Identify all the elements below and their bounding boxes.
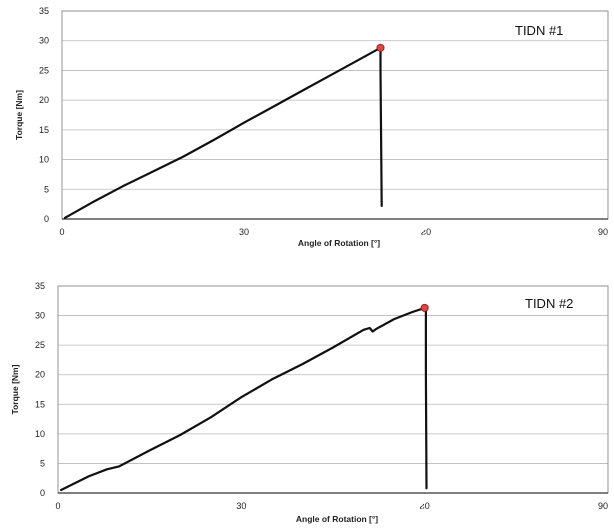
y-tick-label: 35 xyxy=(35,281,45,291)
x-axis-title-panel-2: Angle of Rotation [°] xyxy=(296,514,378,524)
x-tick-label: 30 xyxy=(239,227,249,237)
y-tick-labels-panel-1: 0 5 10 15 20 25 30 35 xyxy=(39,6,49,224)
y-tick-label: 30 xyxy=(35,311,45,321)
y-tick-label: 10 xyxy=(35,429,45,439)
y-tick-label: 20 xyxy=(35,370,45,380)
series-group-panel-1 xyxy=(63,43,385,219)
panel-label-1: TIDN #1 xyxy=(515,23,563,38)
y-tick-label: 30 xyxy=(39,36,49,46)
y-tick-label: 0 xyxy=(40,488,45,498)
x-tick-label: 90 xyxy=(598,227,608,237)
chart-panel-2: 0 5 10 15 20 25 30 35 0 30 ሪ0 90 Angle of Rotation… xyxy=(10,281,609,524)
y-tick-label: 35 xyxy=(39,6,49,16)
chart-panel-1: 0 5 10 15 20 25 30 35 0 30 ሪ0 90 Angle of Rotation… xyxy=(14,6,609,248)
y-tick-labels-panel-2: 0 5 10 15 20 25 30 35 xyxy=(35,281,45,498)
y-tick-label: 25 xyxy=(39,65,49,75)
y-axis-title-panel-1: Torque [Nm] xyxy=(14,90,24,140)
x-axis-title-panel-1: Angle of Rotation [°] xyxy=(298,238,380,248)
series-group-panel-2 xyxy=(59,303,429,492)
y-tick-label: 5 xyxy=(44,184,49,194)
x-tick-label: ሪ0 xyxy=(421,227,431,237)
y-axis-title-panel-2: Torque [Nm] xyxy=(10,364,20,414)
x-tick-label: 0 xyxy=(55,501,60,511)
peak-marker xyxy=(376,43,385,52)
y-tick-label: 15 xyxy=(35,399,45,409)
y-tick-label: 25 xyxy=(35,340,45,350)
y-tick-label: 10 xyxy=(39,155,49,165)
panel-label-2: TIDN #2 xyxy=(525,296,573,311)
y-tick-label: 0 xyxy=(44,214,49,224)
y-tick-label: 15 xyxy=(39,125,49,135)
y-tick-label: 5 xyxy=(40,458,45,468)
plot-frame-panel-1 xyxy=(61,10,609,220)
x-tick-label: 90 xyxy=(598,501,608,511)
gridlines-panel-1 xyxy=(62,10,608,220)
torque-series-line xyxy=(59,306,428,492)
x-tick-label: 0 xyxy=(59,227,64,237)
peak-marker xyxy=(420,303,429,312)
plot-frame-panel-2 xyxy=(57,285,609,494)
x-tick-labels-panel-1: 0 30 ሪ0 90 xyxy=(59,227,608,237)
x-tick-label: ሪ0 xyxy=(420,501,430,511)
y-tick-label: 20 xyxy=(39,95,49,105)
x-tick-label: 30 xyxy=(236,501,246,511)
x-tick-labels-panel-2: 0 30 ሪ0 90 xyxy=(55,501,608,511)
